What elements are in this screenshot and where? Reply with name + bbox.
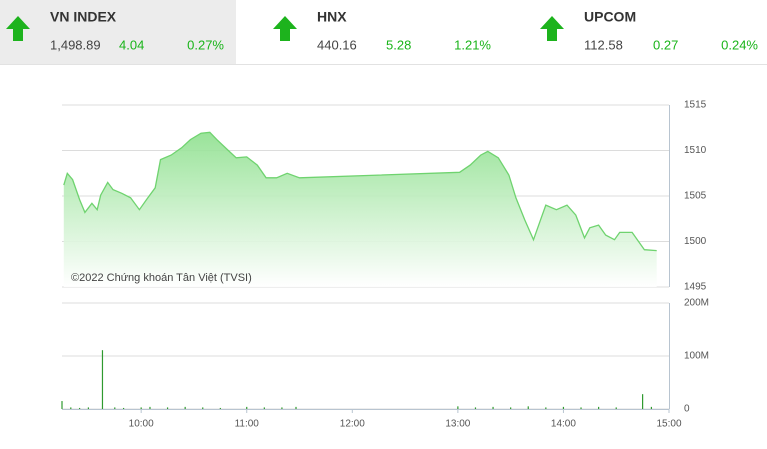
volume-bar (527, 406, 529, 409)
index-percent: 0.27% (187, 37, 224, 52)
active-tab[interactable] (0, 0, 236, 64)
x-tick-label: 12:00 (340, 419, 365, 430)
charts: 1495 1500 1505 1510 1515 ©2022 Chứng khoán Tâ… (61, 100, 709, 430)
volume-bar (70, 407, 72, 409)
index-value: 440.16 (317, 37, 357, 52)
header: VN INDEX 1,498.89 4.04 0.27% HNX 440.16 5.28 1.… (6, 9, 758, 52)
index-name: HNX (317, 9, 347, 25)
volume-bar (184, 406, 186, 409)
index-change: 0.27 (653, 37, 678, 52)
volume-bar (61, 401, 63, 409)
volume-bar (78, 407, 81, 409)
volume-bar (580, 407, 582, 409)
up-arrow-icon (540, 16, 564, 41)
index-percent: 0.24% (721, 37, 758, 52)
y-tick-label: 1510 (684, 145, 707, 156)
y-tick-label: 200M (684, 298, 709, 309)
index-value: 112.58 (584, 37, 623, 52)
volume-bar (140, 407, 142, 409)
y-tick-label: 1515 (684, 100, 707, 111)
volume-bar (87, 407, 89, 409)
up-arrow-icon (6, 16, 30, 41)
index-name: VN INDEX (50, 9, 117, 25)
volume-bar (166, 407, 169, 409)
index-percent: 1.21% (454, 37, 491, 52)
area-fill (63, 132, 657, 287)
x-tick-label: 10:00 (129, 419, 154, 430)
x-tick-label: 11:00 (235, 419, 260, 430)
volume-bar (246, 406, 248, 409)
volume-bar (219, 407, 221, 409)
x-tick-label: 13:00 (445, 419, 470, 430)
volume-bar (615, 407, 617, 409)
volume-bar (650, 406, 653, 409)
volume-bar (281, 407, 283, 409)
volume-bar (202, 407, 204, 409)
volume-bar (122, 407, 125, 409)
y-tick-label: 0 (684, 404, 690, 415)
x-tick-label: 14:00 (551, 419, 576, 430)
volume-bar (598, 406, 600, 409)
y-tick-label: 100M (684, 351, 709, 362)
index-change: 5.28 (386, 37, 411, 52)
copyright-note: ©2022 Chứng khoán Tân Việt (TVSI) (71, 272, 252, 284)
volume-bar (457, 406, 459, 409)
volume-bar (642, 394, 644, 409)
volume-bar (114, 407, 116, 409)
volume-bar (149, 406, 151, 409)
volume-bar (492, 406, 494, 409)
up-arrow-icon (273, 16, 297, 41)
volume-bar (474, 407, 477, 409)
y-tick-label: 1495 (684, 282, 707, 293)
index-value: 1,498.89 (50, 37, 101, 52)
price-line (63, 131, 657, 252)
volume-bar (510, 407, 512, 409)
volume-bar (101, 350, 104, 409)
volume-bar (562, 406, 565, 409)
y-tick-label: 1505 (684, 191, 707, 202)
y-tick-label: 1500 (684, 236, 707, 247)
x-tick-label: 15:00 (656, 419, 681, 430)
volume-bar (263, 407, 265, 409)
volume-bar (545, 407, 547, 409)
index-name: UPCOM (584, 9, 636, 25)
index-change: 4.04 (119, 37, 144, 52)
volume-bar (295, 406, 297, 409)
